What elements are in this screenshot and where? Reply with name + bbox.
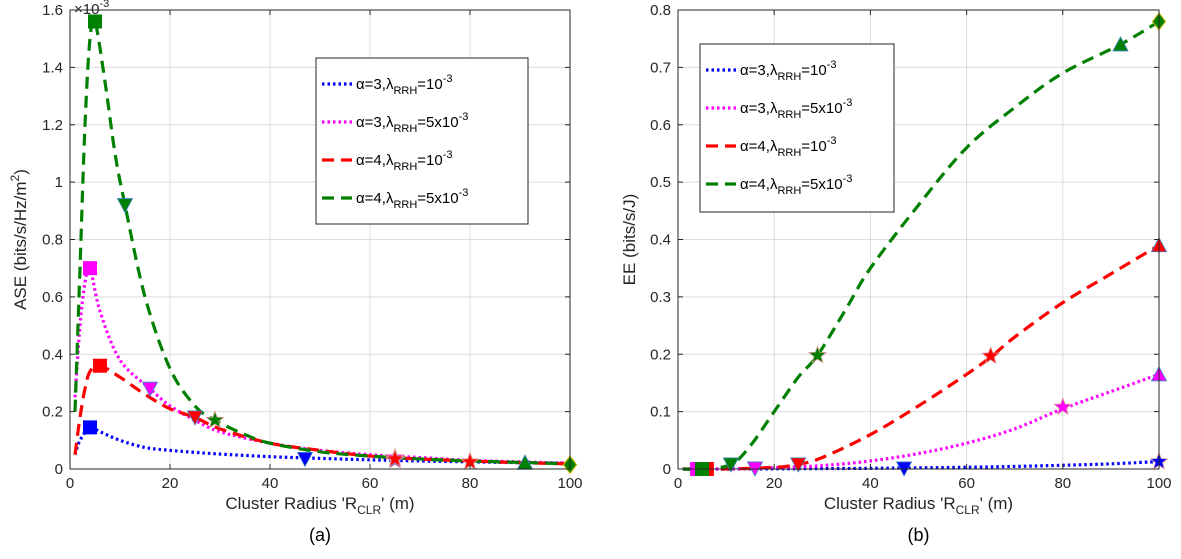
x-tick-label: 20 (162, 475, 179, 492)
series-0-marker-0 (83, 420, 97, 435)
legend-label-2: α=4,λRRH=10-3 (356, 149, 453, 173)
y-tick-label: 1.4 (42, 59, 63, 76)
x-tick-label: 100 (1146, 475, 1171, 492)
series-3-marker-3 (1112, 36, 1129, 52)
series-3-marker-1 (722, 457, 740, 473)
y-tick-label: 0 (663, 461, 671, 478)
y-axis-label: ASE (bits/s/Hz/m2) (8, 169, 30, 310)
series-line-2 (682, 243, 1160, 471)
series-0-marker-1 (296, 452, 314, 468)
y-tick-label: 0.6 (42, 289, 63, 306)
series-line-2 (73, 363, 571, 466)
y-tick-label: 0.2 (42, 404, 63, 421)
legend-label-1: α=3,λRRH=5x10-3 (356, 111, 468, 135)
y-tick-label: 0.3 (650, 289, 671, 306)
series-3-marker-2 (205, 410, 225, 429)
panel-caption: (a) (309, 525, 331, 545)
legend-label-3: α=4,λRRH=5x10-3 (356, 187, 468, 211)
y-tick-label: 0.8 (650, 2, 671, 19)
y-tick-label: 1.6 (42, 2, 63, 19)
x-tick-label: 40 (262, 475, 279, 492)
y-multiplier: ×10-3 (74, 0, 109, 18)
x-tick-label: 20 (766, 475, 783, 492)
legend: α=3,λRRH=10-3 α=3,λRRH=5x10-3 α=4,λRRH=10-… (699, 43, 895, 213)
x-tick-label: 0 (674, 475, 682, 492)
legend-label-1: α=3,λRRH=5x10-3 (740, 97, 852, 121)
x-tick-label: 80 (462, 475, 479, 492)
y-tick-label: 0.5 (650, 174, 671, 191)
series-3-marker-1 (116, 198, 134, 214)
legend-label-3: α=4,λRRH=5x10-3 (740, 173, 852, 197)
x-tick-label: 60 (362, 475, 379, 492)
y-axis-label: EE (bits/s/J) (620, 194, 639, 286)
series-2-marker-0 (93, 358, 107, 373)
y-tick-label: 0.4 (650, 232, 671, 249)
legend: α=3,λRRH=10-3 α=3,λRRH=5x10-3 α=4,λRRH=10-… (315, 57, 529, 225)
panel-caption: (b) (908, 525, 930, 545)
series-1-marker-2 (1053, 396, 1073, 416)
legend-label-0: α=3,λRRH=10-3 (356, 73, 453, 97)
series-1-marker-1 (141, 381, 159, 398)
legend-box (315, 57, 529, 225)
x-axis-label: Cluster Radius 'RCLR' (m) (824, 494, 1013, 517)
x-tick-label: 100 (557, 475, 582, 492)
series-2-marker-1 (790, 457, 807, 473)
y-tick-label: 0.4 (42, 346, 63, 363)
x-axis-label: Cluster Radius 'RCLR' (m) (225, 494, 414, 517)
x-tick-label: 80 (1054, 475, 1071, 492)
y-tick-label: 0.6 (650, 117, 671, 134)
series-3-marker-2 (807, 345, 828, 364)
series-2-marker-1 (186, 410, 204, 426)
panel-a: 0 20 40 60 80 100 0 0.2 0.4 0.6 0.8 1 1.2 1.4 1.6 ×10-3… (8, 0, 583, 545)
y-tick-label: 0.7 (650, 59, 671, 76)
y-tick-label: 0 (55, 461, 63, 478)
x-tick-label: 0 (66, 475, 74, 492)
series-line-3 (682, 20, 1160, 471)
y-tick-label: 0.1 (650, 404, 671, 421)
legend-label-0: α=3,λRRH=10-3 (740, 59, 837, 83)
legend-label-2: α=4,λRRH=10-3 (740, 135, 837, 159)
series-1-marker-0 (83, 261, 97, 276)
y-tick-label: 0.8 (42, 232, 63, 249)
y-tick-label: 1.2 (42, 117, 63, 134)
series-2-marker-2 (385, 448, 405, 468)
y-tick-label: 0.2 (650, 346, 671, 363)
series-2-marker-2 (981, 345, 1001, 365)
series-3-marker-0 (88, 14, 102, 29)
panel-b: 0 20 40 60 80 100 0 0.1 0.2 0.3 0.4 0.5 0.6 0.7 0.8 Clu… (620, 2, 1172, 545)
x-tick-label: 40 (862, 475, 879, 492)
x-tick-label: 60 (958, 475, 975, 492)
y-tick-label: 1 (55, 174, 63, 191)
